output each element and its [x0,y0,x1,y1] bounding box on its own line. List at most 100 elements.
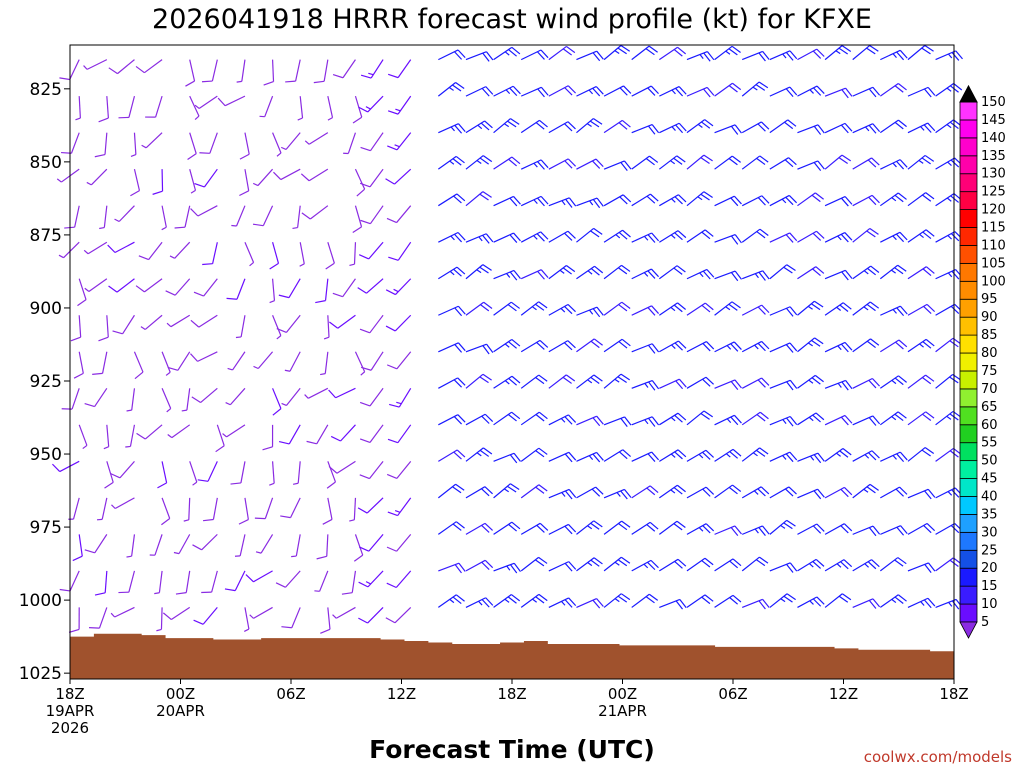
wind-barb-feather [946,124,952,129]
wind-barb-feather [454,344,463,353]
wind-barb [493,85,521,97]
wind-barb [603,229,631,243]
wind-barb-shaft [631,45,650,61]
wind-barb-shaft [189,59,196,82]
wind-barb [190,351,218,362]
colorbar-label: 150 [981,95,1006,110]
wind-barb [797,558,825,572]
colorbar-segment [959,531,978,551]
wind-barb [385,314,412,332]
wind-barb-feather [394,144,400,148]
wind-barb-feather [754,273,759,279]
wind-barb-feather [762,270,770,280]
colorbar-label: 15 [981,579,998,594]
wind-barb-feather [509,197,518,207]
wind-barb-feather [618,267,628,275]
wind-barb-shaft [71,388,80,410]
wind-barb-feather [894,413,904,422]
wind-barb-shaft [907,192,927,207]
wind-barb-feather [675,87,684,97]
wind-barb-shaft [465,86,487,97]
wind-barb-shaft [236,278,246,300]
wind-barb-shaft [308,132,329,145]
wind-barb [935,373,962,389]
wind-barb [386,205,412,224]
wind-barb-shaft [520,593,540,608]
wind-barb-feather [538,593,548,602]
wind-barb-feather [814,300,824,308]
wind-barb-feather [730,125,739,135]
wind-barb-feather [894,596,904,604]
wind-barb-shaft [879,82,899,97]
wind-barb [797,412,825,426]
wind-barb-feather [619,87,628,96]
wind-barb [94,570,108,596]
wind-barb [359,387,384,407]
wind-barb [824,87,853,99]
wind-barb [935,487,963,499]
wind-barb [879,82,907,97]
wind-barb-feather [110,612,116,618]
wind-barb-feather [866,47,876,55]
x-tick-label: 06Z [718,685,747,703]
wind-barb-feather [560,418,566,423]
wind-barb [852,598,881,609]
wind-barb-shaft [203,278,218,297]
wind-barb-feather [479,376,489,384]
wind-barb-shaft [741,377,762,389]
x-tick-label: 20APR [156,702,205,720]
colorbar-label: 35 [981,507,998,522]
wind-barb-feather [734,525,742,535]
wind-barb [797,300,824,316]
wind-barb [135,59,163,74]
wind-barb [437,594,465,608]
wind-barb [292,461,301,485]
wind-barb-shaft [520,301,539,316]
wind-barb [291,534,301,558]
wind-barb-feather [126,409,132,412]
wind-barb-shaft [631,485,651,499]
wind-barb [325,242,335,270]
wind-barb [231,205,246,227]
wind-barb-shaft [907,229,927,243]
wind-barb [852,338,880,353]
wind-barb-feather [483,301,493,309]
wind-barb-shaft [224,95,246,107]
wind-barb-shaft [493,338,513,353]
wind-barb-feather [925,338,935,347]
wind-barb [327,96,334,121]
wind-barb [190,314,218,328]
x-tick-label: 06Z [276,685,305,703]
wind-barb-feather [814,374,824,383]
wind-barb-feather [596,415,604,425]
wind-barb-feather [231,224,237,227]
wind-barb-feather [892,235,897,241]
wind-barb-feather [190,319,200,328]
wind-barb-feather [563,342,573,351]
wind-barb-feather [706,269,715,278]
wind-barb-shaft [144,278,163,293]
wind-barb [438,305,466,317]
wind-barb-feather [726,418,732,424]
wind-barb-shaft [87,241,108,255]
wind-barb [520,231,549,243]
wind-barb-feather [841,45,852,52]
wind-barb [245,570,273,583]
wind-barb-shaft [741,270,763,280]
wind-barb [520,339,549,353]
wind-barb [238,497,249,525]
wind-barb-feather [789,86,798,96]
wind-barb [465,233,494,244]
wind-barb-feather [130,154,137,157]
wind-barb-shaft [397,424,412,444]
wind-barb-shaft [234,570,246,591]
wind-barb-feather [456,266,466,275]
wind-barb-shaft [253,570,273,583]
wind-barb-feather [482,52,490,62]
wind-barb [161,388,172,413]
wind-barb-feather [531,306,537,311]
wind-barb [603,44,631,61]
wind-barb [576,486,604,499]
wind-barb-shaft [741,525,763,535]
wind-barb-feather [761,121,770,130]
